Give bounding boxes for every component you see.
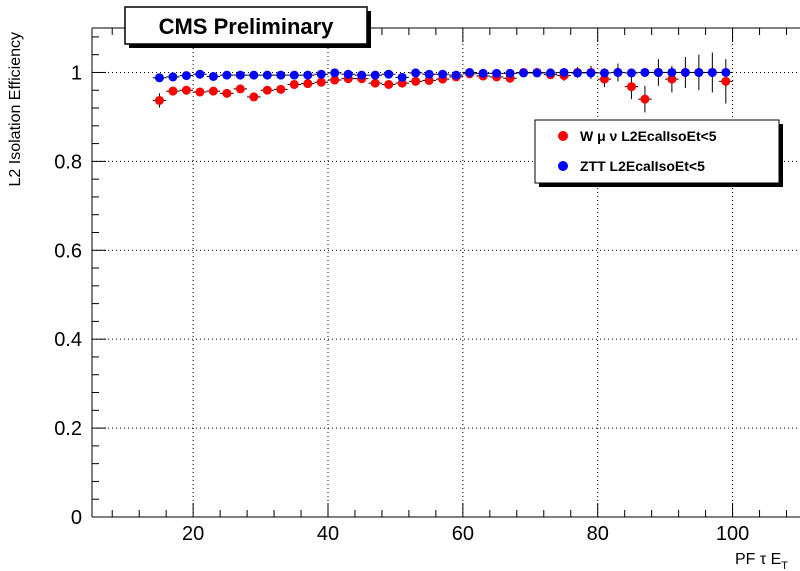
data-point-s1-32 (586, 68, 596, 78)
y-tick-label-4: 0.8 (54, 151, 82, 173)
data-point-s1-24 (478, 68, 488, 78)
data-point-s1-41 (707, 67, 717, 77)
data-point-s1-12 (316, 69, 326, 79)
data-point-s1-6 (235, 70, 245, 80)
data-point-s1-0 (154, 73, 164, 83)
data-point-s0-42 (721, 76, 731, 86)
x-axis-title: PF τ ET (735, 551, 788, 571)
x-tick-label-1: 40 (317, 523, 339, 545)
data-point-s1-33 (599, 68, 609, 78)
data-point-s0-38 (667, 74, 677, 84)
data-point-s0-5 (222, 88, 232, 98)
data-point-s0-33 (599, 74, 609, 84)
data-point-s0-8 (262, 85, 272, 95)
data-point-s0-35 (626, 82, 636, 92)
data-point-s1-18 (397, 72, 407, 82)
data-point-s1-39 (680, 67, 690, 77)
y-axis-title: L2 Isolation Efficiency (7, 32, 24, 186)
data-point-s1-2 (181, 71, 191, 81)
data-point-s1-27 (519, 68, 529, 78)
legend-marker-w (558, 131, 568, 141)
data-point-s1-17 (384, 69, 394, 79)
data-point-s0-1 (168, 86, 178, 96)
data-point-s0-19 (411, 76, 421, 86)
data-point-s1-11 (303, 70, 313, 80)
data-point-s1-16 (370, 70, 380, 80)
data-point-s1-31 (572, 68, 582, 78)
y-tick-label-2: 0.4 (54, 329, 82, 351)
data-point-s0-0 (154, 95, 164, 105)
data-point-s1-19 (411, 68, 421, 78)
data-point-s1-38 (667, 67, 677, 77)
data-point-s0-2 (181, 85, 191, 95)
data-point-s1-7 (249, 70, 259, 80)
data-point-s1-42 (721, 67, 731, 77)
legend-label-w: W μ ν L2EcalIsoEt<5 (580, 128, 717, 144)
data-point-s1-14 (343, 69, 353, 79)
data-point-s0-10 (289, 79, 299, 89)
legend-marker-ztt (558, 161, 568, 171)
data-point-s1-21 (438, 69, 448, 79)
tick-labels: 20 40 60 80 100 0 0.2 0.4 0.6 0.8 1 (54, 62, 749, 545)
data-point-s1-35 (626, 68, 636, 78)
data-point-s0-17 (384, 79, 394, 89)
legend: W μ ν L2EcalIsoEt<5 ZTT L2EcalIsoEt<5 (534, 119, 783, 187)
x-tick-label-2: 60 (452, 523, 474, 545)
data-point-s1-13 (330, 68, 340, 78)
data-point-s1-8 (262, 70, 272, 80)
x-tick-label-3: 80 (587, 523, 609, 545)
data-point-s1-3 (195, 69, 205, 79)
data-point-s1-4 (208, 71, 218, 81)
data-point-s0-4 (208, 86, 218, 96)
y-tick-label-5: 1 (71, 62, 82, 84)
data-point-s0-16 (370, 78, 380, 88)
data-point-s1-28 (532, 68, 542, 78)
data-point-s1-23 (465, 67, 475, 77)
data-point-s0-3 (195, 87, 205, 97)
chart-title: CMS Preliminary (159, 14, 335, 39)
data-point-s1-34 (613, 67, 623, 77)
legend-frame (534, 119, 780, 184)
data-point-s0-20 (424, 75, 434, 85)
x-tick-label-4: 100 (716, 523, 749, 545)
data-point-s0-11 (303, 79, 313, 89)
data-point-s1-15 (357, 70, 367, 80)
header-box-frame (124, 6, 368, 45)
header-box: CMS Preliminary (124, 6, 371, 48)
data-point-s1-37 (653, 67, 663, 77)
data-point-s0-6 (235, 84, 245, 94)
data-points (152, 52, 733, 113)
data-point-s1-25 (492, 68, 502, 78)
x-tick-label-0: 20 (182, 523, 204, 545)
y-tick-label-3: 0.6 (54, 240, 82, 262)
data-point-s1-9 (276, 70, 286, 80)
data-point-s1-26 (505, 68, 515, 78)
data-point-s0-9 (276, 84, 286, 94)
data-point-s1-1 (168, 72, 178, 82)
data-point-s1-20 (424, 69, 434, 79)
data-point-s0-36 (640, 94, 650, 104)
y-tick-label-1: 0.2 (54, 418, 82, 440)
data-point-s1-36 (640, 67, 650, 77)
data-point-s1-30 (559, 67, 569, 77)
legend-label-ztt: ZTT L2EcalIsoEt<5 (580, 158, 705, 174)
x-axis-title-subscript: T (781, 560, 788, 571)
data-point-s1-22 (451, 70, 461, 80)
grid (92, 28, 800, 517)
data-point-s1-10 (289, 70, 299, 80)
data-point-s1-5 (222, 70, 232, 80)
data-point-s1-29 (546, 68, 556, 78)
data-point-s0-13 (330, 75, 340, 85)
data-point-s0-12 (316, 77, 326, 87)
data-point-s0-7 (249, 92, 259, 102)
y-tick-label-0: 0 (71, 507, 82, 529)
data-point-s1-40 (694, 67, 704, 77)
x-axis-title-main: PF τ E (735, 551, 781, 568)
